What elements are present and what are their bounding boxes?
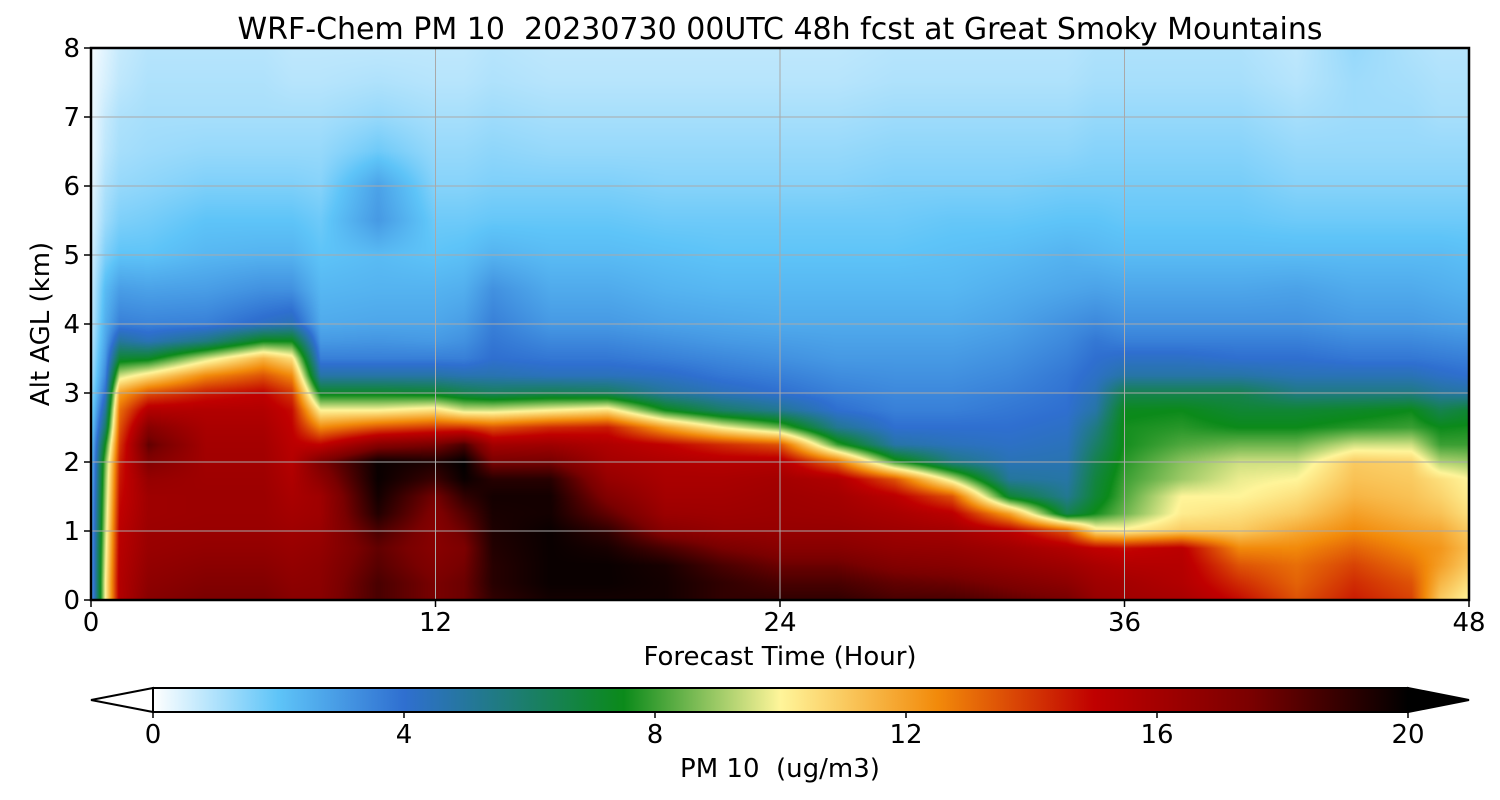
x-axis: 0 12 24 36 48	[83, 600, 1486, 638]
x-tick-label: 24	[763, 608, 796, 638]
y-tick-label: 6	[63, 172, 80, 202]
colorbar-tick-label: 4	[396, 720, 413, 750]
y-tick-label: 5	[63, 241, 80, 271]
colorbar-max-extension	[1407, 686, 1470, 714]
colorbar-frame	[152, 687, 1409, 713]
colorbar-tick-label: 0	[145, 720, 162, 750]
y-tick-label: 0	[63, 586, 80, 616]
colorbar-gradient	[153, 688, 1408, 712]
x-axis-label: Forecast Time (Hour)	[643, 642, 916, 672]
y-tick-label: 4	[63, 310, 80, 340]
colorbar-min-extension	[90, 686, 154, 714]
colorbar-ticks: 0 4 8 12 16 20	[145, 712, 1425, 750]
x-tick-label: 0	[83, 608, 100, 638]
colorbar-tick-label: 12	[889, 720, 922, 750]
y-axis: 0 1 2 3 4 5 6 7 8	[63, 34, 91, 616]
x-tick-label: 12	[419, 608, 452, 638]
y-tick-label: 8	[63, 34, 80, 64]
y-tick-label: 1	[63, 517, 80, 547]
x-tick-label: 36	[1108, 608, 1141, 638]
y-tick-label: 7	[63, 103, 80, 133]
colorbar: 0 4 8 12 16 20 PM 10 (ug/m3)	[90, 686, 1470, 784]
y-tick-label: 3	[63, 379, 80, 409]
colorbar-label: PM 10 (ug/m3)	[680, 754, 880, 784]
colorbar-tick-label: 20	[1391, 720, 1424, 750]
y-axis-label: Alt AGL (km)	[26, 242, 56, 406]
chart-title: WRF-Chem PM 10 20230730 00UTC 48h fcst a…	[238, 12, 1323, 47]
y-tick-label: 2	[63, 448, 80, 478]
x-tick-label: 48	[1452, 608, 1485, 638]
colorbar-tick-label: 16	[1140, 720, 1173, 750]
colorbar-tick-label: 8	[647, 720, 664, 750]
